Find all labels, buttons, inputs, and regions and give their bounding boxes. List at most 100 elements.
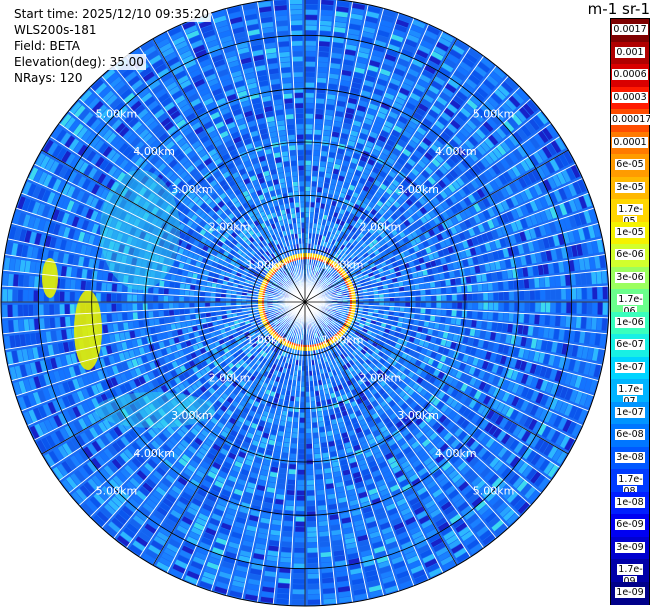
scan-gate-cell (335, 439, 343, 446)
scan-gate-cell (594, 332, 601, 346)
scan-gate-cell (482, 340, 490, 349)
scan-gate-cell (374, 116, 385, 125)
scan-gate-cell (461, 56, 475, 68)
scan-gate-cell (400, 507, 412, 516)
scan-gate-cell (338, 282, 344, 287)
scan-gate-cell (480, 185, 490, 196)
scan-gate-cell (354, 476, 364, 484)
scan-gate-cell (487, 166, 497, 178)
scan-gate-cell (118, 509, 131, 521)
scan-gate-cell (441, 302, 447, 309)
scan-gate-cell (151, 540, 164, 551)
scan-gate-cell (500, 333, 507, 343)
scan-gate-cell (305, 35, 317, 41)
scan-gate-cell (307, 599, 321, 605)
scan-gate-cell (310, 396, 316, 402)
scan-gate-cell (470, 517, 483, 529)
scan-gate-cell (399, 311, 405, 317)
scan-gate-cell (217, 532, 229, 541)
scan-gate-cell (550, 288, 556, 300)
scan-gate-cell (550, 430, 561, 444)
scan-gate-cell (48, 450, 60, 464)
scan-gate-cell (301, 386, 305, 392)
scan-gate-cell (548, 191, 558, 205)
scan-gate-cell (430, 336, 437, 343)
scan-gate-cell (226, 351, 233, 358)
scan-gate-cell (341, 464, 350, 471)
scan-gate-cell (417, 159, 427, 169)
scan-gate-cell (96, 437, 106, 450)
scan-gate-cell (467, 257, 474, 266)
scan-gate-cell (71, 491, 84, 505)
scan-gate-cell (398, 53, 411, 63)
scan-gate-cell (74, 470, 86, 483)
scan-gate-cell (544, 208, 553, 221)
scan-gate-cell (506, 512, 519, 525)
scan-gate-cell (524, 486, 537, 499)
scan-gate-cell (142, 384, 151, 394)
scan-gate-cell (407, 139, 418, 149)
scan-gate-cell (407, 121, 418, 130)
scan-gate-cell (352, 264, 358, 270)
scan-gate-cell (570, 315, 577, 328)
scan-gate-cell (351, 326, 357, 331)
scan-gate-cell (369, 252, 376, 259)
scan-gate-cell (339, 244, 345, 250)
scan-gate-cell (392, 416, 401, 424)
scan-gate-cell (353, 422, 361, 429)
scan-gate-cell (532, 114, 544, 128)
scan-gate-cell (445, 465, 456, 476)
scan-gate-cell (329, 205, 335, 212)
scan-gate-cell (362, 361, 369, 368)
scan-gate-cell (307, 526, 318, 532)
scan-gate-cell (248, 427, 256, 435)
scan-gate-cell (216, 421, 225, 430)
scan-gate-cell (392, 465, 402, 474)
scan-gate-cell (307, 573, 320, 579)
scan-gate-cell (101, 485, 113, 498)
scan-gate-cell (415, 107, 426, 117)
scan-gate-cell (322, 582, 335, 589)
scan-gate-cell (440, 111, 452, 122)
scan-gate-cell (44, 317, 51, 330)
scan-gate-cell (474, 65, 487, 77)
scan-gate-cell (586, 346, 594, 361)
scan-gate-cell (352, 152, 360, 160)
scan-gate-cell (516, 145, 527, 158)
scan-gate-cell (540, 393, 549, 406)
scan-gate-cell (158, 482, 170, 493)
scan-gate-cell (490, 352, 497, 362)
scan-gate-cell (119, 452, 130, 463)
scan-gate-cell (314, 119, 323, 125)
scan-gate-cell (86, 399, 96, 412)
scan-gate-cell (181, 453, 191, 463)
scan-gate-cell (506, 168, 517, 180)
scan-gate-cell (305, 397, 311, 402)
scan-gate-cell (451, 388, 459, 398)
scan-gate-cell (319, 541, 331, 547)
scan-gate-cell (489, 456, 500, 468)
scan-gate-cell (462, 353, 470, 363)
scan-gate-cell (302, 350, 305, 355)
scan-gate-cell (247, 337, 254, 343)
scan-gate-cell (579, 376, 588, 390)
scan-gate-cell (253, 462, 262, 469)
scan-gate-cell (245, 343, 252, 349)
scan-gate-cell (318, 274, 323, 279)
scan-gate-cell (331, 529, 342, 536)
scan-gate-cell (515, 162, 526, 175)
scan-gate-cell (469, 247, 477, 256)
scan-gate-cell (138, 320, 145, 329)
scan-gate-cell (519, 302, 525, 312)
scan-gate-cell (573, 406, 583, 421)
scan-gate-cell (446, 302, 452, 309)
scan-gate-cell (522, 242, 530, 254)
scan-gate-cell (388, 288, 394, 293)
scan-gate-cell (286, 324, 290, 330)
scan-gate-cell (398, 455, 408, 465)
scan-gate-cell (369, 362, 376, 369)
scan-gate-cell (375, 139, 385, 147)
scan-gate-cell (147, 443, 157, 454)
scan-gate-cell (383, 143, 393, 152)
scan-gate-cell (399, 291, 405, 297)
